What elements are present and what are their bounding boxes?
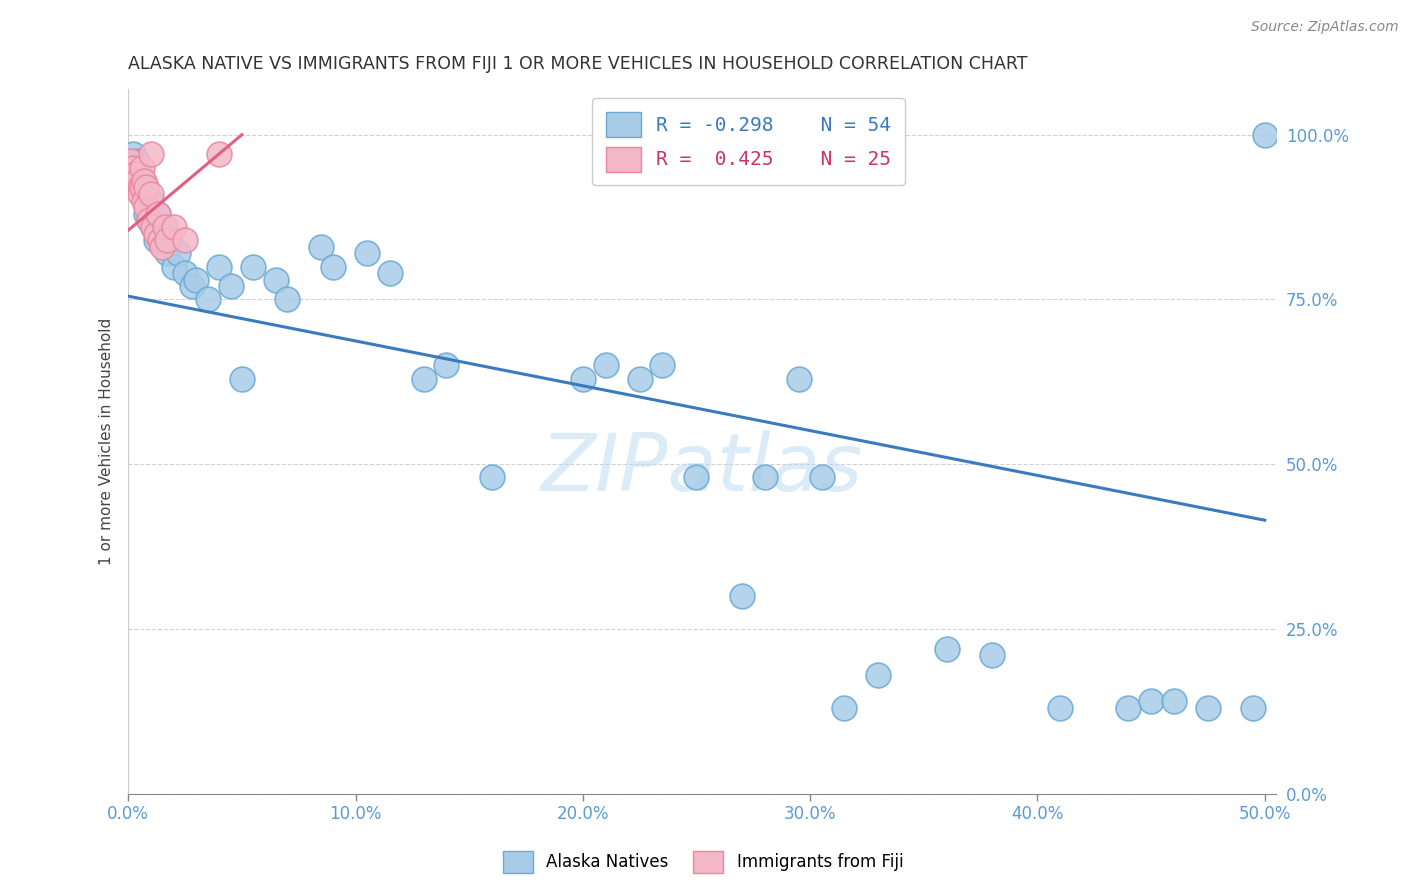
Point	[651, 359, 673, 373]
Point	[146, 207, 169, 221]
Point	[134, 187, 156, 202]
Point	[685, 470, 707, 484]
Point	[121, 147, 143, 161]
Point	[174, 266, 197, 280]
Point	[156, 246, 179, 260]
Point	[1254, 128, 1277, 142]
Point	[153, 227, 176, 241]
Point	[127, 174, 149, 188]
Text: ZIPatlas: ZIPatlas	[541, 430, 863, 508]
Point	[121, 161, 143, 175]
Point	[135, 207, 157, 221]
Text: Source: ZipAtlas.com: Source: ZipAtlas.com	[1251, 20, 1399, 34]
Point	[311, 240, 333, 254]
Point	[1197, 701, 1219, 715]
Point	[186, 273, 208, 287]
Point	[135, 180, 157, 194]
Point	[174, 233, 197, 247]
Point	[138, 213, 160, 227]
Point	[180, 279, 202, 293]
Point	[208, 260, 231, 274]
Point	[135, 200, 157, 214]
Point	[156, 233, 179, 247]
Point	[378, 266, 401, 280]
Point	[628, 371, 651, 385]
Point	[120, 154, 142, 169]
Point	[139, 187, 162, 202]
Point	[145, 233, 167, 247]
Point	[810, 470, 832, 484]
Point	[1163, 694, 1185, 708]
Point	[572, 371, 595, 385]
Point	[163, 260, 186, 274]
Point	[1049, 701, 1071, 715]
Point	[128, 187, 150, 202]
Point	[356, 246, 378, 260]
Point	[412, 371, 434, 385]
Point	[935, 641, 957, 656]
Point	[595, 359, 617, 373]
Point	[787, 371, 810, 385]
Point	[1118, 701, 1140, 715]
Point	[868, 668, 890, 682]
Point	[481, 470, 503, 484]
Point	[167, 246, 190, 260]
Point	[231, 371, 253, 385]
Point	[149, 219, 172, 234]
Point	[197, 293, 219, 307]
Point	[145, 227, 167, 241]
Point	[149, 233, 172, 247]
Point	[208, 147, 231, 161]
Point	[134, 194, 156, 208]
Point	[754, 470, 776, 484]
Point	[142, 219, 165, 234]
Text: ALASKA NATIVE VS IMMIGRANTS FROM FIJI 1 OR MORE VEHICLES IN HOUSEHOLD CORRELATIO: ALASKA NATIVE VS IMMIGRANTS FROM FIJI 1 …	[128, 55, 1028, 73]
Point	[264, 273, 287, 287]
Point	[138, 213, 160, 227]
Point	[157, 233, 180, 247]
Point	[139, 147, 162, 161]
Point	[139, 194, 162, 208]
Legend: R = -0.298    N = 54, R =  0.425    N = 25: R = -0.298 N = 54, R = 0.425 N = 25	[592, 98, 905, 186]
Point	[134, 174, 156, 188]
Point	[832, 701, 855, 715]
Point	[131, 180, 153, 194]
Point	[124, 167, 146, 181]
Point	[128, 167, 150, 181]
Point	[322, 260, 344, 274]
Point	[131, 161, 153, 175]
Point	[436, 359, 458, 373]
Point	[153, 219, 176, 234]
Legend: Alaska Natives, Immigrants from Fiji: Alaska Natives, Immigrants from Fiji	[496, 845, 910, 880]
Point	[242, 260, 264, 274]
Point	[150, 240, 173, 254]
Point	[163, 219, 186, 234]
Point	[128, 180, 150, 194]
Point	[146, 207, 169, 221]
Point	[276, 293, 298, 307]
Point	[127, 154, 149, 169]
Point	[219, 279, 242, 293]
Point	[1140, 694, 1163, 708]
Y-axis label: 1 or more Vehicles in Household: 1 or more Vehicles in Household	[100, 318, 114, 565]
Point	[131, 174, 153, 188]
Point	[1241, 701, 1264, 715]
Point	[142, 219, 165, 234]
Point	[731, 589, 754, 603]
Point	[981, 648, 1004, 663]
